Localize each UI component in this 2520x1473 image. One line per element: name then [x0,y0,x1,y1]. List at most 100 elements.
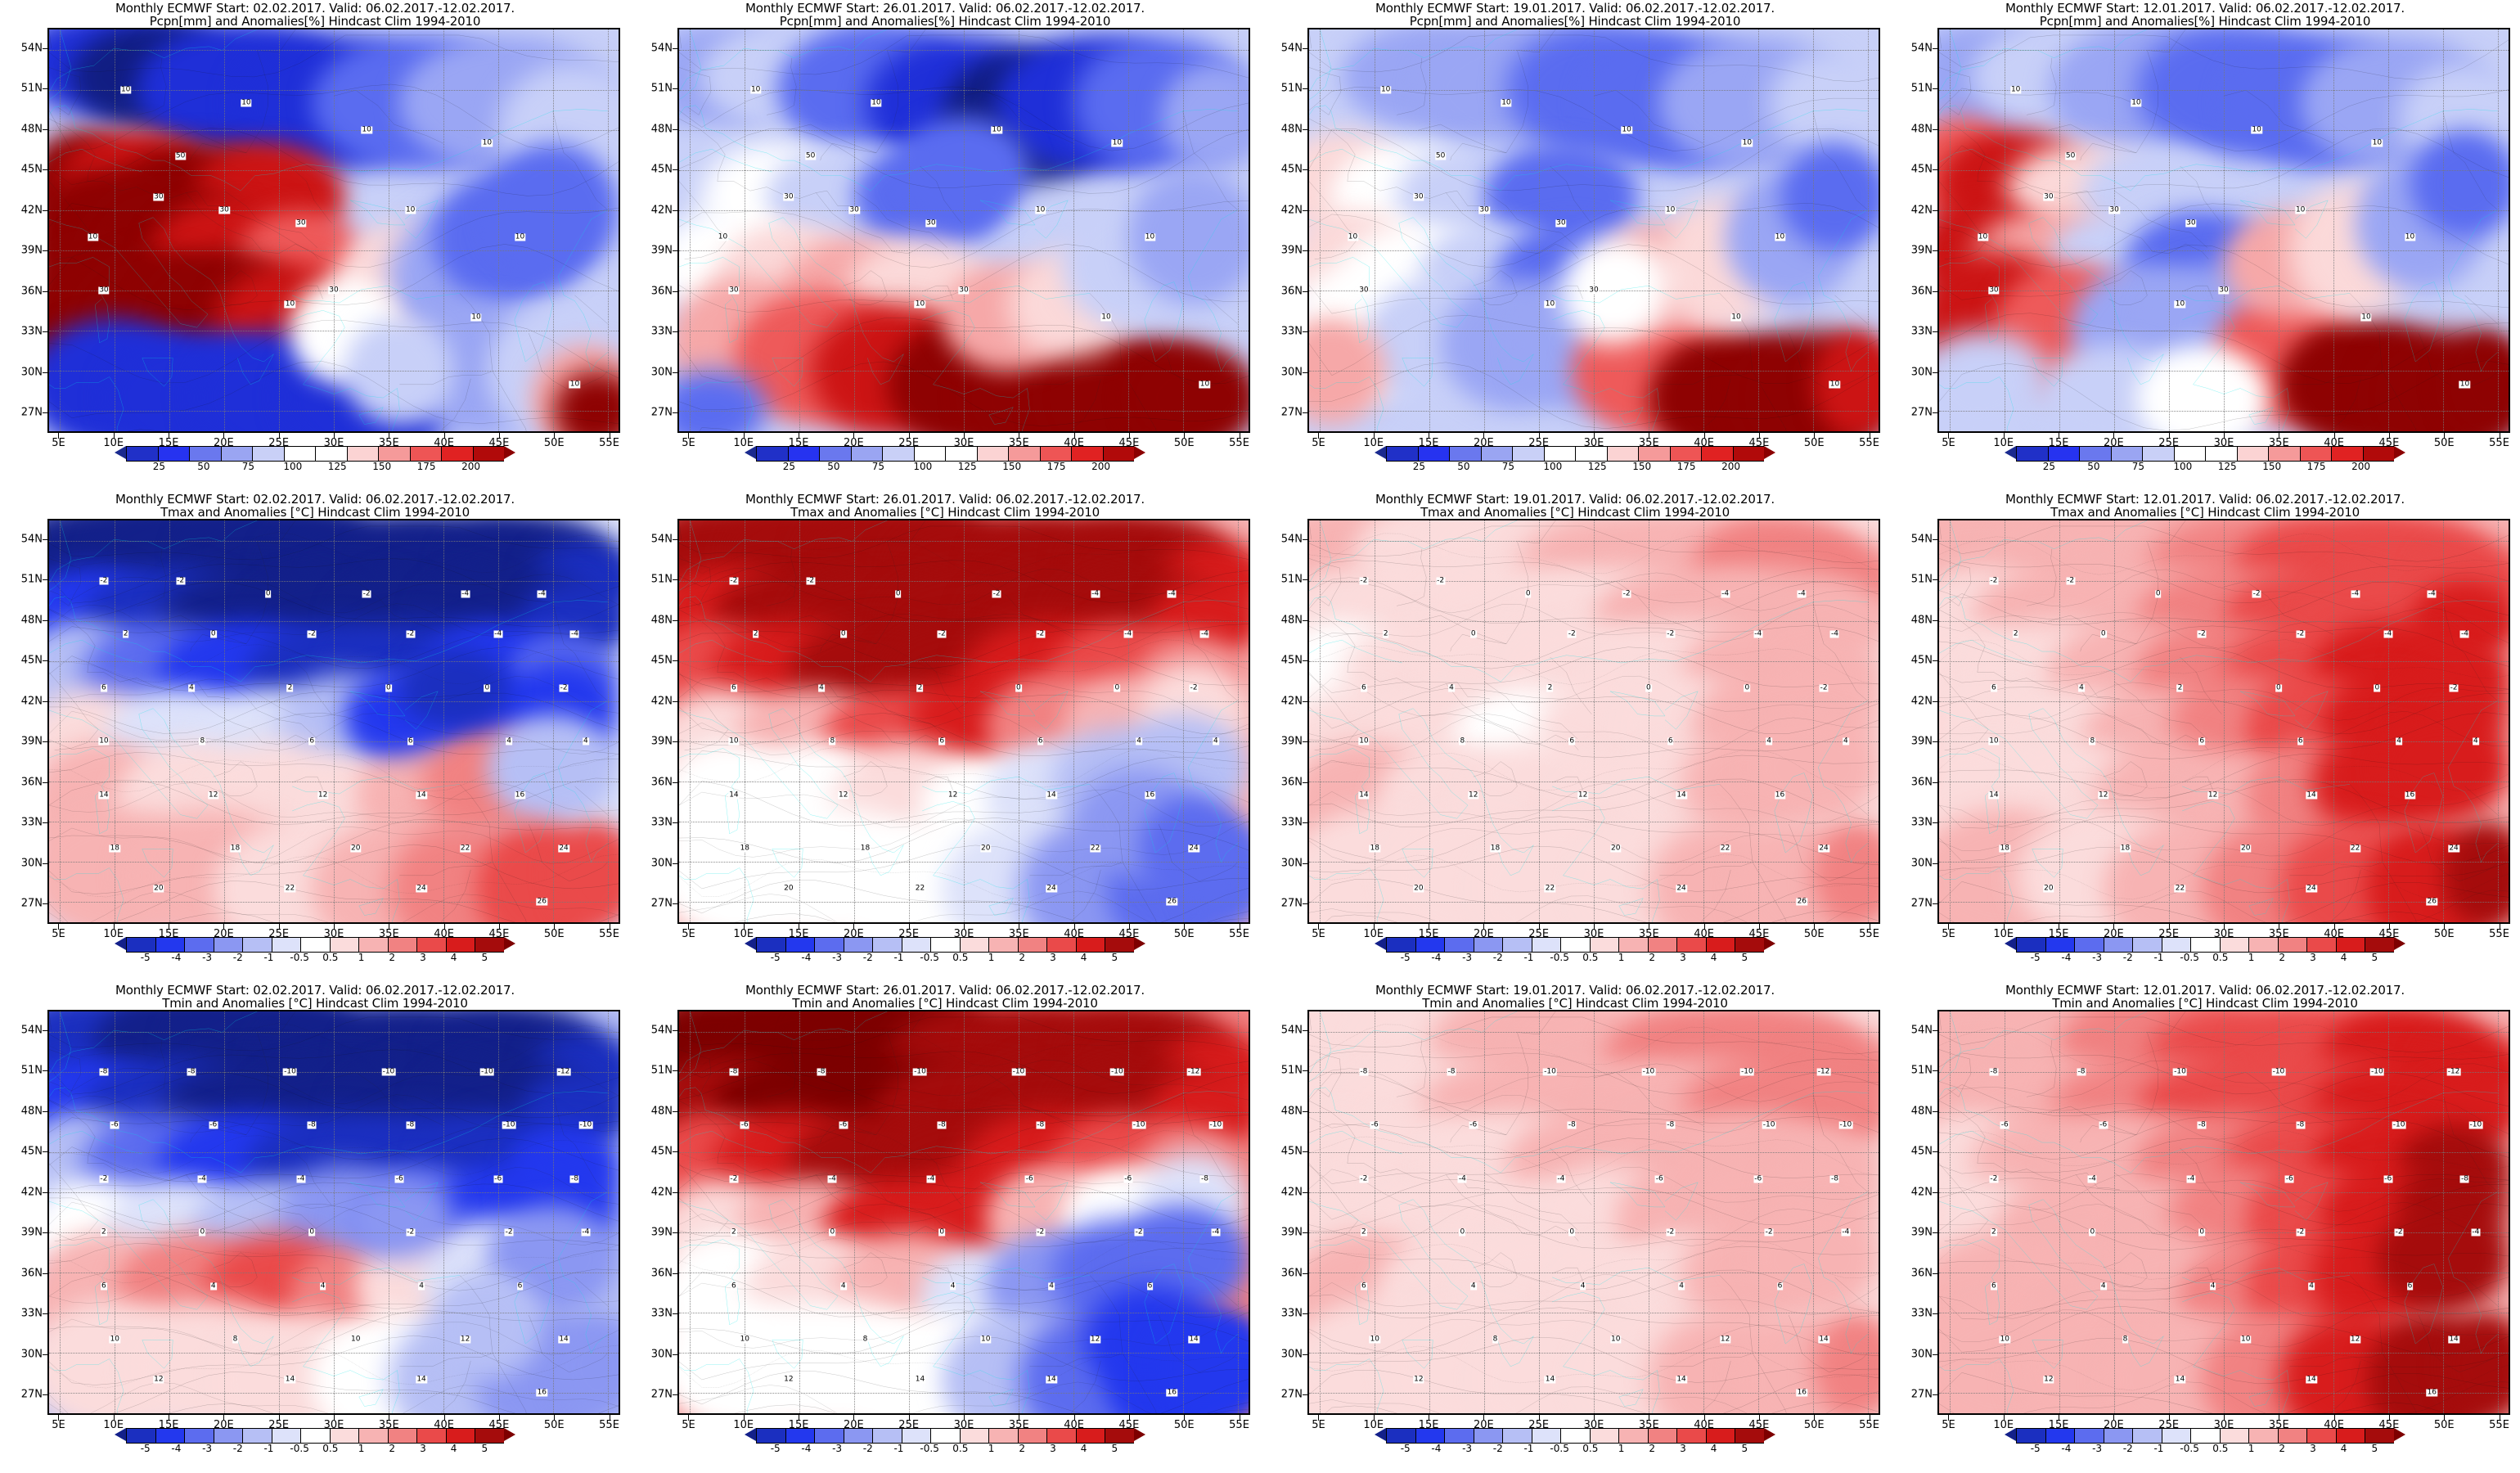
longitude-tick [853,1415,855,1421]
contour-label: -2 [1989,1174,1999,1183]
panel-title-line1: Monthly ECMWF Start: 19.01.2017. Valid: … [1375,983,1775,998]
panel-title-line2: Tmin and Anomalies [°C] Hindcast Clim 19… [2052,996,2358,1011]
contour-label: 10 [1664,205,1676,214]
longitude-tick [1128,924,1130,930]
contour-label: 4 [1579,1282,1586,1291]
contour-label: -2 [2066,576,2076,585]
latitude-label: 27N [650,897,673,910]
contour-label: -10 [2370,1067,2384,1076]
longitude-gridline [1812,29,1814,431]
contour-label: 4 [949,1282,956,1291]
contour-label: -10 [1740,1067,1754,1076]
contour-label: -10 [578,1120,593,1129]
colorbar-tick-label: 2 [389,1443,396,1454]
contour-label: 6 [516,1282,524,1291]
contour-label: 10 [1111,138,1123,147]
longitude-tick [498,924,500,930]
colorbar-tick-label: 175 [1046,461,1066,472]
longitude-gridline [1594,520,1595,922]
map-area[interactable]: 10 10 10 10 30 30 30 10 10 10 30 10 10 10 50 30 [1937,28,2510,433]
longitude-label: 50E [2433,928,2455,940]
longitude-gridline [1320,520,1321,922]
longitude-gridline [1429,520,1431,922]
longitude-gridline [964,29,965,431]
contour-label: 12 [153,1375,164,1384]
map-area[interactable]: -2 -2 0 -2 -4 -4 2 0 -2 -2 -4 -4 6 4 2 0 0 -2 10 8 6 6 4 4 14 12 1… [677,519,1250,924]
contour-label: -4 [2459,629,2469,638]
map-area[interactable]: -2 -2 0 -2 -4 -4 2 0 -2 -2 -4 -4 6 4 2 0 0 -2 10 8 6 6 4 4 14 12 1… [1937,519,2510,924]
longitude-gridline [1594,29,1595,431]
contour-label: 10 [284,300,296,309]
map-area[interactable]: -2 -2 0 -2 -4 -4 2 0 -2 -2 -4 -4 6 4 2 0 0 -2 10 8 6 6 4 4 14 12 1… [47,519,620,924]
map-axes: 10 10 10 10 30 30 30 10 10 10 30 10 10 10 50 30 54N 51N 48… [651,28,1250,449]
latitude-label: 33N [1280,1307,1303,1320]
colorbar-swatch [2335,937,2365,953]
latitude-label: 33N [20,816,43,829]
contour-label: -2 [1666,1228,1676,1237]
contour-label: -8 [817,1067,826,1076]
contour-label: 16 [1144,791,1156,800]
map-area[interactable]: 10 10 10 10 30 30 30 10 10 10 30 10 10 10 50 30 [1307,28,1880,433]
longitude-gridline [909,520,911,922]
colorbar-tick-label: 125 [2217,461,2237,472]
latitude-label: 48N [1910,123,1933,136]
colorbar-extend-max [1764,446,1775,459]
latitude-tick [43,1151,48,1153]
colorbar-tick-label: 5 [1111,1443,1118,1454]
longitude-gridline [2333,1011,2334,1413]
contour-label: -4 [581,1228,591,1237]
colorbar-swatch [913,446,945,462]
contour-label: 30 [2108,205,2120,214]
contour-label: -10 [1132,1120,1146,1129]
contour-label: -2 [1359,1174,1369,1183]
map-area[interactable]: -8 -8 -10 -10 -10 -12 -6 -6 -8 -8 -10 -10 -2 -4 -4 -6 -6… [1937,1010,2510,1415]
latitude-tick [673,128,678,130]
map-area[interactable]: 10 10 10 10 30 30 30 10 10 10 30 10 10 10 50 30 [677,28,1250,433]
colorbar-tick-label: -3 [832,1443,843,1454]
contour-label: 0 [1645,683,1652,692]
colorbar-tick-label: -5 [140,952,151,963]
contour-label: 50 [804,151,817,160]
panel-title-line2: Tmax and Anomalies [°C] Hindcast Clim 19… [2050,505,2360,520]
contour-label: -2 [1764,1228,1774,1237]
colorbar-swatch [785,1428,815,1444]
longitude-tick [1538,1415,1540,1421]
colorbar-tick-label: 5 [481,1443,488,1454]
colorbar [2005,937,2405,953]
contour-label: 12 [1577,791,1589,800]
map-area[interactable]: 10 10 10 10 30 30 30 10 10 10 30 10 10 10 50 30 [47,28,620,433]
colorbar-tick-label: 3 [2310,1443,2316,1454]
contour-label: 6 [1146,1282,1154,1291]
latitude-label: 36N [20,1267,43,1280]
colorbar-swatch [2173,446,2205,462]
longitude-tick [1483,924,1485,930]
contour-label: 50 [174,151,187,160]
map-area[interactable]: -8 -8 -10 -10 -10 -12 -6 -6 -8 -8 -10 -10 -2 -4 -4 -6 -6… [1307,1010,1880,1415]
colorbar-tick-label: 200 [2351,461,2370,472]
colorbar-swatch [1417,446,1449,462]
colorbar [2005,446,2405,462]
map-area[interactable]: -8 -8 -10 -10 -10 -12 -6 -6 -8 -8 -10 -10 -2 -4 -4 -6 -6… [47,1010,620,1415]
latitude-label: 51N [20,1064,43,1077]
longitude-label: 50E [543,1419,565,1431]
contour-label: -2 [2252,589,2261,598]
contour-label: 6 [1991,683,1997,692]
longitude-label: 5E [52,928,65,940]
colorbar-ticks: -5 -4 -3 -2 -1 -0.5 0.5 1 2 3 4 5 [2005,952,2405,965]
latitude-tick [1933,1394,1938,1396]
latitude-tick [1933,1029,1938,1031]
latitude-tick [673,331,678,333]
contour-label: 10 [1544,300,1556,309]
colorbar-tick-label: -5 [140,1443,151,1454]
map-area[interactable]: -2 -2 0 -2 -4 -4 2 0 -2 -2 -4 -4 6 4 2 0 0 -2 10 8 6 6 4 4 14 12 1… [1307,519,1880,924]
latitude-tick [1933,538,1938,540]
panel-title-line2: Tmax and Anomalies [°C] Hindcast Clim 19… [1420,505,1730,520]
colorbar-swatch [1589,1428,1619,1444]
map-area[interactable]: -8 -8 -10 -10 -10 -12 -6 -6 -8 -8 -10 -10 -2 -4 -4 -6 -6… [677,1010,1250,1415]
contour-label: 16 [2404,791,2416,800]
contour-label: 10 [1144,232,1156,241]
latitude-tick [673,1354,678,1355]
latitude-tick [43,1354,48,1355]
latitude-tick [1933,169,1938,171]
contour-label: 10 [569,380,581,389]
